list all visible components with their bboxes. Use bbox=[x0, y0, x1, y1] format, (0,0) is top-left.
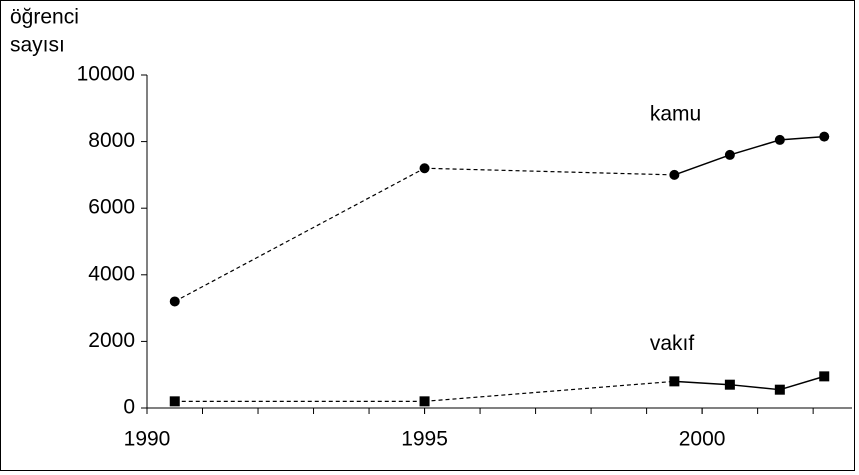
marker bbox=[819, 131, 830, 142]
line-segment bbox=[729, 139, 781, 156]
series-label: kamu bbox=[650, 102, 701, 125]
x-tick-label: 1990 bbox=[124, 428, 171, 451]
y-tick-label: 6000 bbox=[88, 196, 135, 219]
line-segment bbox=[174, 167, 425, 302]
marker bbox=[819, 371, 830, 382]
line-segment bbox=[779, 375, 825, 391]
line-segment bbox=[674, 154, 731, 176]
y-axis-label: öğrenci bbox=[10, 6, 79, 29]
marker bbox=[774, 384, 785, 395]
marker bbox=[169, 296, 180, 307]
y-tick-label: 10000 bbox=[77, 63, 135, 86]
series-label: vakıf bbox=[650, 332, 695, 355]
line-segment bbox=[779, 135, 825, 141]
y-tick-label: 4000 bbox=[88, 262, 135, 285]
line-segment bbox=[674, 380, 730, 386]
line-segment bbox=[424, 380, 675, 402]
marker bbox=[169, 396, 180, 407]
line-segment bbox=[729, 383, 780, 391]
y-axis-label: sayısı bbox=[10, 34, 65, 57]
marker bbox=[724, 149, 735, 160]
marker bbox=[669, 376, 680, 387]
y-tick-label: 2000 bbox=[88, 329, 135, 352]
line-segment bbox=[424, 167, 675, 176]
y-tick-label: 0 bbox=[123, 396, 135, 419]
y-tick-label: 8000 bbox=[88, 129, 135, 152]
marker bbox=[419, 396, 430, 407]
x-tick-label: 2000 bbox=[679, 428, 726, 451]
marker bbox=[419, 163, 430, 174]
marker bbox=[724, 379, 735, 390]
marker bbox=[669, 169, 680, 180]
x-tick-label: 1995 bbox=[401, 428, 448, 451]
marker bbox=[774, 134, 785, 145]
